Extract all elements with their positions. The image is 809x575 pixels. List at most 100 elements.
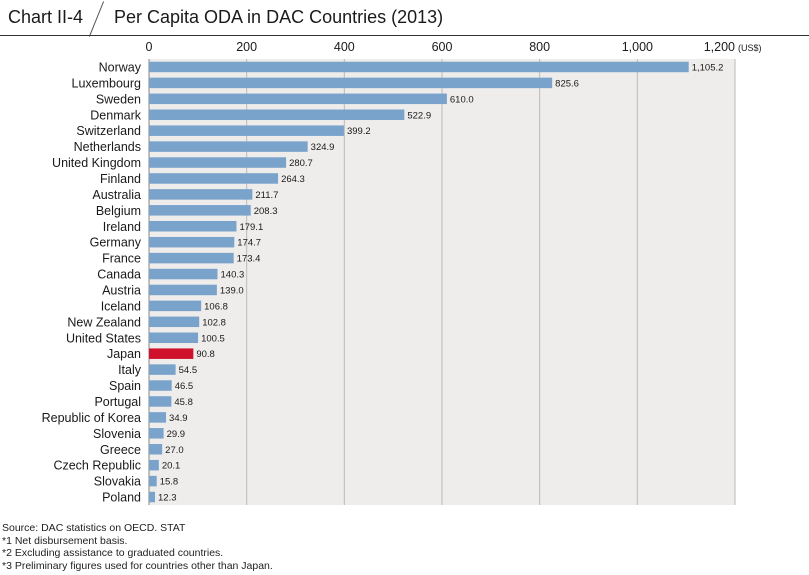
chart-header: Chart II-4 Per Capita ODA in DAC Countri… — [0, 0, 809, 37]
bar-japan — [149, 348, 194, 359]
value-label: 54.5 — [179, 365, 198, 376]
value-label: 29.9 — [167, 429, 186, 440]
footnote-1: *1 Net disbursement basis. — [2, 534, 128, 547]
bar-new-zealand — [149, 316, 200, 328]
value-label: 280.7 — [289, 158, 313, 169]
value-label: 20.1 — [162, 461, 181, 472]
category-label: Sweden — [96, 92, 141, 106]
x-tick-label: 600 — [432, 40, 453, 54]
category-label: Czech Republic — [53, 459, 141, 473]
bar-ireland — [149, 220, 237, 232]
bar-slovenia — [149, 428, 164, 439]
category-label: Republic of Korea — [42, 411, 141, 425]
bar-france — [149, 252, 234, 264]
value-label: 45.8 — [174, 397, 193, 408]
value-label: 34.9 — [169, 413, 188, 424]
bar-iceland — [149, 300, 202, 312]
category-label: Luxembourg — [72, 76, 142, 90]
x-tick-label: 1,000 — [622, 40, 653, 54]
value-label: 12.3 — [158, 493, 177, 504]
x-tick-label: 200 — [236, 40, 257, 54]
value-label: 399.2 — [347, 126, 371, 137]
category-label: Norway — [99, 60, 142, 74]
category-label: United Kingdom — [52, 156, 141, 170]
value-label: 46.5 — [175, 381, 194, 392]
source-note: Source: DAC statistics on OECD. STAT — [2, 522, 186, 534]
category-label: Portugal — [94, 395, 141, 409]
value-label: 173.4 — [237, 254, 261, 265]
bar-australia — [149, 189, 253, 200]
value-label: 100.5 — [201, 333, 225, 344]
category-label: Finland — [100, 172, 141, 186]
value-label: 825.6 — [555, 78, 579, 89]
bar-austria — [149, 284, 217, 296]
footnote-2: *2 Excluding assistance to graduated cou… — [2, 547, 224, 560]
x-tick-label: 1,200 — [704, 40, 735, 54]
value-label: 27.0 — [165, 445, 184, 456]
category-label: Iceland — [101, 299, 141, 313]
value-label: 1,105.2 — [692, 62, 724, 73]
bar-greece — [149, 443, 163, 455]
bar-luxembourg — [149, 77, 553, 89]
bar-united-states — [149, 332, 199, 344]
category-label: Spain — [109, 379, 141, 393]
category-label: Slovenia — [93, 427, 141, 441]
category-label: Greece — [100, 443, 141, 457]
value-label: 90.8 — [196, 349, 215, 360]
bar-chart: 0 200 400 600 800 1,000 1,200 (US$) Norway 1,105.… — [42, 40, 762, 505]
bar-sweden — [149, 93, 447, 105]
bar-belgium — [149, 205, 251, 216]
bar-united-kingdom — [149, 157, 287, 168]
bar-finland — [149, 173, 279, 184]
category-label: Belgium — [96, 204, 141, 218]
footnote-3: *3 Preliminary figures used for countrie… — [2, 559, 273, 572]
value-label: 324.9 — [311, 142, 335, 153]
value-label: 522.9 — [407, 110, 431, 121]
category-label: France — [102, 252, 141, 266]
bar-republic-of-korea — [149, 412, 167, 423]
chart-title: Per Capita ODA in DAC Countries (2013) — [114, 7, 444, 27]
value-label: 208.3 — [254, 206, 278, 217]
x-axis-unit-label: (US$) — [738, 43, 762, 53]
value-label: 174.7 — [237, 238, 261, 249]
category-label: Ireland — [103, 220, 141, 234]
category-label: Netherlands — [74, 140, 141, 154]
value-label: 179.1 — [239, 222, 263, 233]
category-label: Germany — [90, 236, 142, 250]
value-label: 211.7 — [255, 190, 278, 201]
bar-spain — [149, 380, 172, 391]
bar-poland — [149, 491, 156, 503]
category-label: Italy — [118, 363, 142, 377]
bar-norway — [149, 61, 689, 73]
chart-notes: Source: DAC statistics on OECD. STAT *1 … — [2, 522, 273, 572]
value-label: 15.8 — [160, 477, 179, 488]
bar-portugal — [149, 396, 172, 407]
bar-czech-republic — [149, 459, 159, 471]
chart-number-label: Chart II-4 — [8, 7, 84, 27]
x-tick-label: 400 — [334, 40, 355, 54]
bar-denmark — [149, 109, 405, 121]
category-label: Canada — [97, 268, 141, 282]
value-label: 139.0 — [220, 285, 244, 296]
bar-germany — [149, 236, 235, 248]
category-label: Switzerland — [76, 124, 141, 138]
category-label: Austria — [102, 283, 141, 297]
category-label: Denmark — [90, 108, 141, 122]
bar-slovakia — [149, 475, 157, 487]
category-label: Poland — [102, 491, 141, 505]
value-label: 106.8 — [204, 301, 228, 312]
bar-netherlands — [149, 141, 308, 152]
category-label: Japan — [107, 347, 141, 361]
value-label: 140.3 — [221, 270, 245, 281]
value-label: 610.0 — [450, 94, 474, 105]
header-rule — [0, 35, 809, 36]
bar-canada — [149, 268, 218, 280]
x-tick-label: 0 — [146, 40, 153, 54]
header-divider — [88, 1, 105, 37]
value-label: 264.3 — [281, 174, 305, 185]
bar-italy — [149, 364, 176, 375]
category-label: United States — [66, 331, 141, 345]
x-tick-label: 800 — [529, 40, 550, 54]
category-label: Slovakia — [94, 475, 141, 489]
category-label: Australia — [92, 188, 141, 202]
